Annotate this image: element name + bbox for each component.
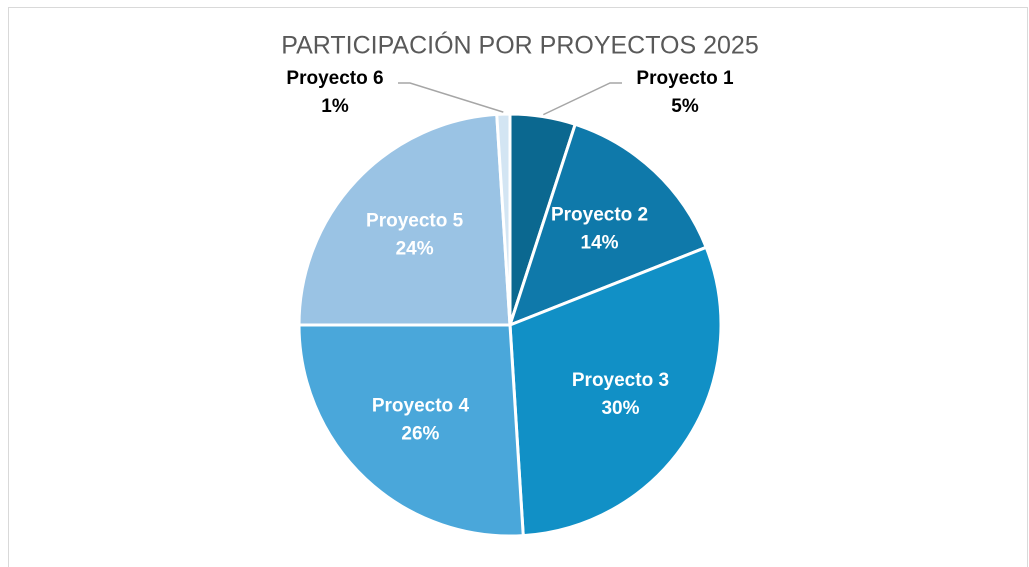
data-label-value: 30%	[601, 398, 639, 419]
pie-slice	[495, 112, 512, 326]
data-label-value: 1%	[321, 96, 349, 117]
data-label-value: 5%	[671, 96, 699, 117]
data-label-name: Proyecto 1	[636, 68, 734, 89]
pie-slice	[507, 122, 709, 328]
data-label-value: 26%	[401, 423, 439, 444]
pie-slice	[297, 323, 525, 538]
data-label-name: Proyecto 3	[572, 370, 669, 391]
leader-line	[542, 82, 622, 116]
data-label-name: Proyecto 4	[372, 395, 470, 416]
data-label-name: Proyecto 2	[551, 205, 648, 226]
chart-title: PARTICIPACIÓN POR PROYECTOS 2025	[281, 31, 758, 60]
data-label-value: 24%	[396, 238, 434, 259]
leader-line	[398, 82, 504, 113]
data-label-name: Proyecto 5	[366, 210, 464, 231]
data-label-value: 14%	[581, 233, 619, 254]
data-label-name: Proyecto 6	[286, 68, 383, 89]
pie-slice	[508, 245, 723, 538]
pie-slice	[297, 112, 512, 327]
